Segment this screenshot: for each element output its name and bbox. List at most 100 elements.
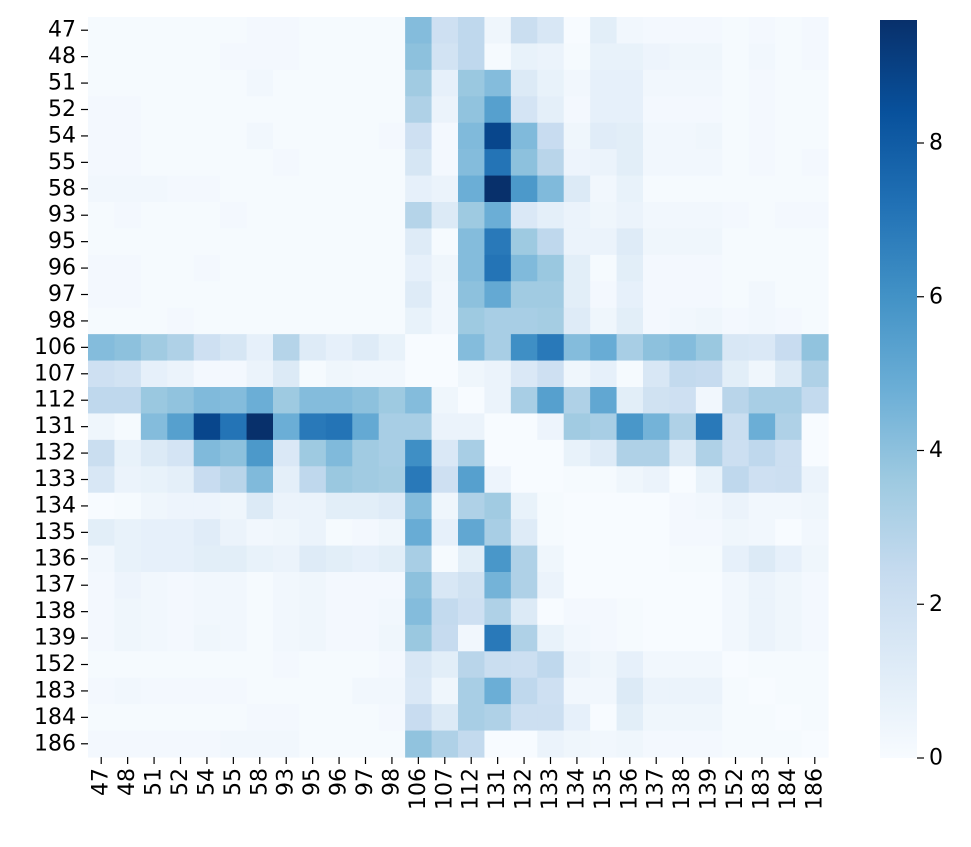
heatmap-cell	[140, 572, 168, 600]
heatmap-cell	[246, 677, 274, 705]
heatmap-cell	[273, 228, 301, 256]
heatmap-cell	[140, 651, 168, 679]
heatmap-cell	[220, 202, 248, 230]
heatmap-cell	[484, 122, 512, 150]
heatmap-cell	[590, 387, 618, 415]
heatmap-cell	[114, 545, 142, 573]
heatmap-cell	[484, 387, 512, 415]
heatmap-cell	[299, 202, 327, 230]
heatmap-cell	[220, 69, 248, 97]
heatmap-cell	[325, 175, 353, 203]
heatmap-cell	[220, 149, 248, 177]
heatmap-cell	[114, 307, 142, 335]
heatmap-cell	[88, 466, 116, 494]
heatmap-cell	[193, 149, 221, 177]
heatmap-cell	[563, 624, 591, 652]
heatmap-cell	[220, 17, 248, 45]
heatmap-cell	[748, 149, 776, 177]
heatmap-cell	[220, 43, 248, 71]
y-tick-label: 93	[48, 203, 76, 228]
heatmap-cell	[325, 651, 353, 679]
heatmap-cell	[775, 413, 803, 441]
heatmap-cell	[484, 228, 512, 256]
heatmap-cell	[537, 413, 565, 441]
heatmap-cell	[458, 413, 486, 441]
heatmap-cell	[431, 677, 459, 705]
heatmap-cell	[722, 492, 750, 520]
heatmap-cell	[140, 43, 168, 71]
heatmap-cell	[378, 228, 406, 256]
heatmap-cell	[246, 175, 274, 203]
heatmap-cell	[563, 307, 591, 335]
heatmap-cell	[299, 545, 327, 573]
heatmap-cell	[220, 307, 248, 335]
heatmap-cell	[114, 69, 142, 97]
heatmap-cell	[748, 281, 776, 309]
heatmap-cell	[563, 96, 591, 124]
heatmap-cell	[167, 122, 195, 150]
heatmap-cell	[114, 439, 142, 467]
heatmap-cell	[590, 651, 618, 679]
heatmap-cell	[273, 624, 301, 652]
heatmap-cell	[431, 413, 459, 441]
heatmap-cell	[801, 281, 829, 309]
heatmap-cell	[88, 281, 116, 309]
heatmap-cell	[616, 413, 644, 441]
heatmap-cell	[590, 360, 618, 388]
heatmap-cell	[590, 43, 618, 71]
heatmap-cell	[775, 122, 803, 150]
heatmap-cell	[695, 43, 723, 71]
heatmap-cell	[220, 466, 248, 494]
heatmap-cell	[88, 598, 116, 626]
heatmap-cell	[140, 545, 168, 573]
heatmap-cell	[114, 598, 142, 626]
heatmap-cell	[748, 730, 776, 758]
heatmap-cell	[695, 572, 723, 600]
heatmap-cell	[352, 598, 380, 626]
heatmap-cell	[405, 439, 433, 467]
heatmap-cell	[590, 439, 618, 467]
heatmap-cell	[669, 466, 697, 494]
heatmap-cell	[695, 466, 723, 494]
heatmap-cell	[378, 17, 406, 45]
heatmap-cell	[193, 730, 221, 758]
heatmap-cell	[325, 122, 353, 150]
heatmap-cell	[695, 651, 723, 679]
heatmap-cell	[378, 387, 406, 415]
heatmap-cell	[590, 307, 618, 335]
heatmap-cell	[431, 360, 459, 388]
heatmap-cell	[405, 334, 433, 362]
heatmap-cell	[352, 492, 380, 520]
heatmap-cell	[643, 413, 671, 441]
heatmap-cell	[299, 122, 327, 150]
heatmap-cell	[273, 281, 301, 309]
heatmap-cell	[775, 281, 803, 309]
heatmap-cell	[405, 228, 433, 256]
heatmap-cell	[299, 677, 327, 705]
heatmap-cell	[616, 624, 644, 652]
heatmap-cell	[246, 281, 274, 309]
heatmap-cell	[167, 202, 195, 230]
heatmap-cell	[643, 17, 671, 45]
heatmap-cell	[801, 598, 829, 626]
heatmap-cell	[167, 43, 195, 71]
x-tick-label: 98	[379, 768, 404, 796]
heatmap-cell	[643, 730, 671, 758]
heatmap-cell	[352, 122, 380, 150]
x-tick-label: 51	[142, 768, 167, 796]
heatmap-cell	[88, 228, 116, 256]
heatmap-cell	[643, 704, 671, 732]
heatmap-cell	[510, 228, 538, 256]
heatmap-cell	[325, 519, 353, 547]
heatmap-cell	[431, 387, 459, 415]
heatmap-cell	[748, 254, 776, 282]
heatmap-cell	[510, 413, 538, 441]
heatmap-cell	[484, 69, 512, 97]
heatmap-cell	[431, 545, 459, 573]
heatmap-cell	[801, 439, 829, 467]
heatmap-cell	[431, 122, 459, 150]
heatmap-cell	[669, 360, 697, 388]
heatmap-cell	[616, 17, 644, 45]
heatmap-cell	[193, 17, 221, 45]
heatmap-cell	[458, 492, 486, 520]
